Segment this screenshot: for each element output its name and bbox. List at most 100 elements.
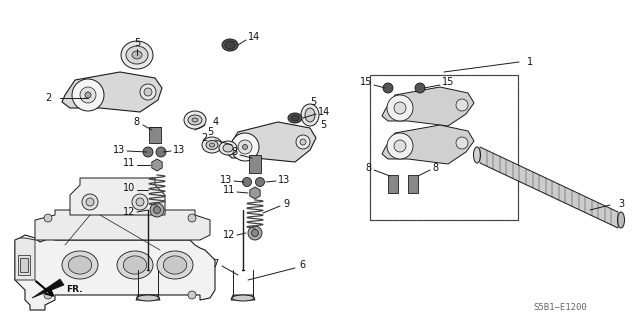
- Circle shape: [456, 99, 468, 111]
- Polygon shape: [382, 87, 474, 126]
- Text: 15: 15: [442, 77, 454, 87]
- Ellipse shape: [222, 39, 238, 51]
- Polygon shape: [32, 279, 64, 298]
- Ellipse shape: [132, 51, 142, 59]
- Circle shape: [85, 92, 91, 98]
- Bar: [408, 175, 418, 193]
- Circle shape: [394, 140, 406, 152]
- Text: 15: 15: [360, 77, 372, 87]
- Ellipse shape: [305, 108, 315, 122]
- Polygon shape: [231, 295, 255, 300]
- Ellipse shape: [209, 143, 214, 147]
- Text: 13: 13: [113, 145, 125, 155]
- Ellipse shape: [223, 144, 233, 152]
- Polygon shape: [15, 235, 215, 310]
- Polygon shape: [136, 295, 160, 300]
- Ellipse shape: [121, 41, 153, 69]
- Circle shape: [140, 84, 156, 100]
- Text: 3: 3: [618, 199, 624, 209]
- Text: 10: 10: [123, 183, 135, 193]
- Polygon shape: [250, 187, 260, 199]
- Circle shape: [143, 147, 153, 157]
- Circle shape: [296, 135, 310, 149]
- Text: 5: 5: [134, 38, 140, 48]
- Ellipse shape: [117, 251, 153, 279]
- Circle shape: [82, 194, 98, 210]
- Circle shape: [156, 147, 166, 157]
- Text: FR.: FR.: [66, 286, 83, 294]
- Text: 13: 13: [173, 145, 185, 155]
- Text: 6: 6: [299, 260, 305, 270]
- Text: 12: 12: [123, 207, 135, 217]
- Bar: [370, 75, 518, 220]
- Circle shape: [387, 95, 413, 121]
- Circle shape: [300, 139, 306, 145]
- Circle shape: [238, 140, 252, 154]
- Text: 8: 8: [432, 163, 438, 173]
- Circle shape: [252, 229, 259, 236]
- Circle shape: [44, 214, 52, 222]
- Ellipse shape: [225, 41, 235, 49]
- Ellipse shape: [188, 115, 202, 125]
- Text: 1: 1: [527, 57, 533, 67]
- Polygon shape: [70, 178, 165, 215]
- Bar: [20, 258, 28, 272]
- Text: S5B1−E1200: S5B1−E1200: [533, 303, 587, 313]
- Text: 9: 9: [283, 199, 289, 209]
- Ellipse shape: [232, 295, 254, 301]
- Circle shape: [86, 198, 94, 206]
- Circle shape: [243, 177, 252, 187]
- Ellipse shape: [163, 256, 187, 274]
- Text: 11: 11: [123, 158, 135, 168]
- Bar: [249, 155, 261, 173]
- Text: 13: 13: [278, 175, 291, 185]
- Polygon shape: [62, 72, 162, 112]
- Ellipse shape: [157, 251, 193, 279]
- Ellipse shape: [137, 295, 159, 301]
- Text: 14: 14: [318, 107, 330, 117]
- Text: 11: 11: [223, 185, 235, 195]
- Bar: [149, 127, 161, 143]
- Ellipse shape: [192, 118, 198, 122]
- Polygon shape: [152, 159, 162, 171]
- Circle shape: [456, 137, 468, 149]
- Circle shape: [136, 198, 144, 206]
- Ellipse shape: [124, 256, 147, 274]
- Circle shape: [150, 203, 164, 217]
- Ellipse shape: [68, 256, 92, 274]
- Text: 5: 5: [207, 127, 213, 137]
- Bar: [18, 255, 30, 275]
- Ellipse shape: [202, 137, 222, 153]
- Circle shape: [80, 87, 96, 103]
- Circle shape: [72, 79, 104, 111]
- Ellipse shape: [184, 111, 206, 129]
- Circle shape: [44, 291, 52, 299]
- Circle shape: [415, 83, 425, 93]
- Text: 2: 2: [201, 133, 207, 143]
- Circle shape: [394, 102, 406, 114]
- Ellipse shape: [288, 113, 302, 123]
- Ellipse shape: [206, 140, 218, 150]
- Polygon shape: [15, 238, 35, 280]
- Polygon shape: [35, 210, 210, 240]
- Circle shape: [248, 226, 262, 240]
- Ellipse shape: [618, 212, 625, 228]
- Circle shape: [144, 88, 152, 96]
- Ellipse shape: [474, 147, 481, 163]
- Ellipse shape: [126, 46, 148, 64]
- Circle shape: [154, 206, 161, 213]
- Text: 12: 12: [223, 230, 235, 240]
- Text: 8: 8: [231, 147, 237, 157]
- Text: 5: 5: [320, 120, 326, 130]
- Bar: [388, 175, 398, 193]
- Text: 7: 7: [212, 259, 218, 269]
- Circle shape: [255, 177, 264, 187]
- Text: 4: 4: [213, 117, 219, 127]
- Circle shape: [132, 194, 148, 210]
- Ellipse shape: [291, 115, 299, 121]
- Text: 8: 8: [134, 117, 140, 127]
- Circle shape: [188, 291, 196, 299]
- Text: 8: 8: [366, 163, 372, 173]
- Polygon shape: [225, 122, 316, 162]
- Circle shape: [383, 83, 393, 93]
